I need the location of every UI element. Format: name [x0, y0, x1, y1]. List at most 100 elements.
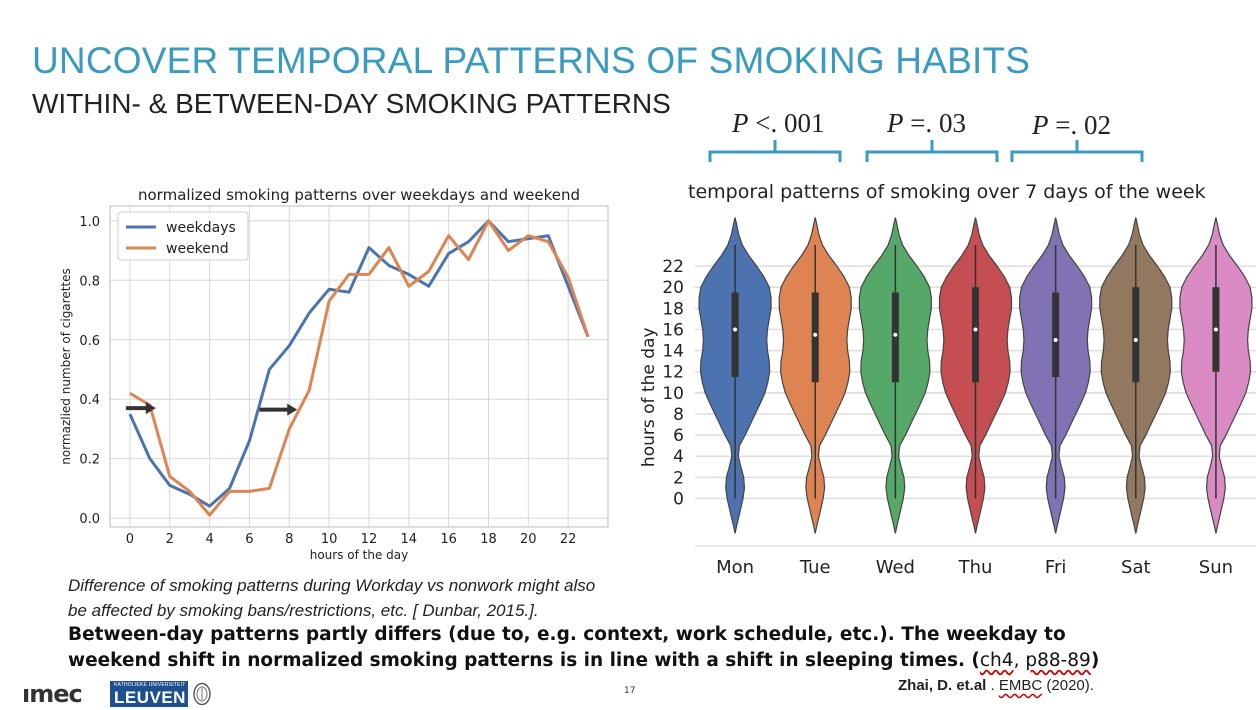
y-tick-label: 0.4 — [79, 393, 100, 408]
x-tick-label: Fri — [1045, 557, 1066, 578]
finding-line-2: weekend shift in normalized smoking patt… — [68, 648, 1168, 674]
pvalue-1-symbol: P — [732, 108, 749, 138]
y-axis-label: hours of the day — [639, 328, 659, 468]
finding-ref-pages: p88-89 — [1025, 650, 1091, 671]
note-text: Difference of smoking patterns during Wo… — [68, 573, 668, 623]
slide-title: UNCOVER TEMPORAL PATTERNS OF SMOKING HAB… — [32, 40, 1031, 81]
x-tick-label: Thu — [958, 557, 993, 578]
x-tick-label: 8 — [285, 532, 293, 547]
iqr-box-thu — [972, 287, 979, 383]
pvalue-1-value: <. 001 — [755, 108, 825, 138]
iqr-box-mon — [731, 292, 739, 377]
y-tick-label: 14 — [662, 342, 684, 362]
citation-author: Zhai, D. et.al — [898, 677, 987, 694]
iqr-box-fri — [1052, 292, 1060, 377]
brace-wed-thu — [865, 140, 999, 162]
y-tick-label: 20 — [662, 278, 684, 298]
y-tick-label: 4 — [673, 447, 684, 467]
y-tick-label: 2 — [673, 468, 684, 488]
y-tick-label: 0 — [673, 489, 684, 509]
y-tick-label: 12 — [662, 363, 684, 383]
x-tick-label: 18 — [480, 532, 497, 547]
chart-title: normalized smoking patterns over weekday… — [138, 186, 580, 204]
page-number: 17 — [624, 686, 636, 696]
x-tick-label: Wed — [876, 557, 915, 578]
ku-leuven-logo-small-text: KATHOLIEKE UNIVERSITEIT — [114, 682, 186, 688]
legend-label-weekend: weekend — [166, 241, 229, 257]
y-tick-label: 0.6 — [79, 334, 100, 349]
pvalue-2-value: =. 03 — [910, 108, 966, 138]
x-tick-label: Mon — [716, 557, 754, 578]
legend-label-weekdays: weekdays — [166, 220, 236, 236]
median-dot-sun — [1213, 327, 1218, 332]
shift-arrow-head-1 — [145, 402, 156, 415]
finding-line-2-text: weekend shift in normalized smoking patt… — [68, 650, 980, 671]
pvalue-1: P <. 001 — [732, 108, 824, 139]
x-tick-label: 16 — [440, 532, 457, 547]
pvalue-2-symbol: P — [887, 108, 904, 138]
median-dot-thu — [973, 327, 978, 332]
y-tick-label: 0.0 — [79, 512, 100, 527]
y-tick-label: 16 — [662, 320, 684, 340]
x-tick-label: 14 — [401, 532, 418, 547]
citation-separator: . — [986, 677, 999, 694]
significance-braces — [708, 140, 1144, 162]
pvalue-2: P =. 03 — [887, 108, 966, 139]
citation-year: (2020). — [1042, 677, 1094, 694]
ku-leuven-logo-text: LEUVEN — [114, 688, 186, 707]
x-tick-label: Sun — [1199, 557, 1233, 578]
x-tick-label: 22 — [560, 532, 577, 547]
y-tick-label: 8 — [673, 405, 684, 425]
x-tick-label: Sat — [1121, 557, 1151, 578]
y-tick-label: 1.0 — [79, 215, 100, 230]
iqr-box-wed — [891, 292, 899, 383]
y-tick-label: 0.8 — [79, 274, 100, 289]
y-axis-label: normazlied number of cigarettes — [59, 268, 73, 465]
y-tick-label: 0.2 — [79, 453, 100, 468]
y-tick-label: 22 — [662, 257, 684, 277]
median-dot-wed — [893, 332, 898, 337]
median-dot-tue — [813, 332, 818, 337]
median-dot-mon — [733, 327, 738, 332]
y-tick-label: 18 — [662, 299, 684, 319]
median-dot-fri — [1053, 338, 1058, 343]
pvalue-3-value: =. 02 — [1055, 110, 1111, 140]
x-tick-label: 4 — [205, 532, 213, 547]
finding-line-1: Between-day patterns partly differs (due… — [68, 624, 1066, 645]
university-seal-icon — [193, 682, 211, 706]
brace-mon-tue — [708, 140, 842, 162]
iqr-box-sat — [1132, 287, 1140, 383]
finding-ref-close: ) — [1090, 650, 1100, 671]
finding-text: Between-day patterns partly differs (due… — [68, 622, 1168, 674]
slide-subtitle: WITHIN- & BETWEEN-DAY SMOKING PATTERNS — [32, 88, 671, 119]
ku-leuven-logo: KATHOLIEKE UNIVERSITEIT LEUVEN — [110, 681, 188, 707]
citation: Zhai, D. et.al . EMBC (2020). — [898, 677, 1094, 694]
iqr-box-tue — [811, 292, 819, 383]
x-tick-label: 12 — [361, 532, 378, 547]
line-chart-weekday-weekend: 0 2 4 6 8 10 12 14 16 18 20 22 0.0 0.2 0.4 0.6 0.8 1.0 nor… — [59, 186, 609, 562]
finding-ref-separator: , — [1013, 650, 1026, 671]
x-axis-label: hours of the day — [310, 548, 409, 562]
series-line-weekdays — [128, 219, 590, 508]
x-tick-label: Tue — [799, 557, 831, 578]
x-tick-label: 6 — [245, 532, 253, 547]
finding-ref-chapter: ch4 — [979, 650, 1014, 671]
x-tick-label: 0 — [126, 532, 134, 547]
plot-frame — [109, 205, 609, 528]
x-tick-label: 10 — [321, 532, 338, 547]
y-tick-label: 10 — [662, 384, 684, 404]
citation-venue: EMBC — [998, 677, 1043, 694]
x-tick-label: 20 — [520, 532, 537, 547]
brace-fri-sat — [1010, 140, 1144, 162]
y-tick-label: 6 — [673, 426, 684, 446]
x-tick-label: 2 — [166, 532, 174, 547]
imec-logo: ımec — [22, 680, 83, 708]
series-line-weekend — [129, 219, 590, 517]
shift-arrow-head-2 — [287, 403, 298, 416]
pvalue-3-symbol: P — [1032, 110, 1049, 140]
chart-title: temporal patterns of smoking over 7 days… — [688, 181, 1206, 203]
median-dot-sat — [1133, 338, 1138, 343]
pvalue-3: P =. 02 — [1032, 110, 1111, 141]
note-line-1: Difference of smoking patterns during Wo… — [68, 576, 596, 595]
